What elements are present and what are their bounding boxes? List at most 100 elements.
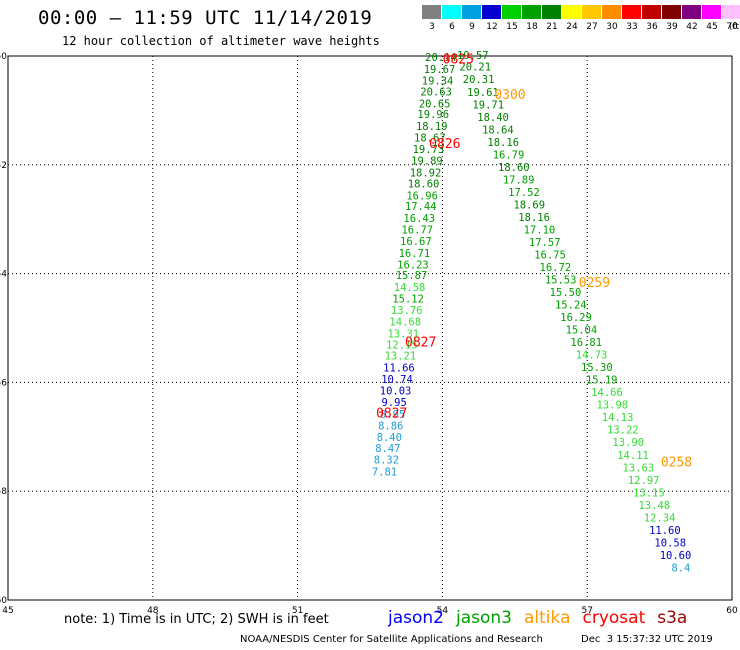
- swh-value: 18.92: [410, 167, 442, 179]
- swh-value: 14.68: [389, 316, 421, 328]
- pass-time-label: 0259: [579, 276, 610, 291]
- swh-value: 15.04: [566, 325, 598, 337]
- legend-jason3: jason3: [456, 608, 512, 628]
- scale-swatch: [562, 5, 582, 19]
- color-scale-labels: 3 6 9 12 15 18 21 24 27 30 33 36 39 42 45 70: [422, 22, 740, 32]
- scale-swatch: [582, 5, 602, 19]
- swh-value: 16.29: [560, 312, 592, 324]
- swh-value: 13.21: [385, 351, 417, 363]
- swh-value: 12.34: [644, 512, 676, 524]
- chart-subtitle: 12 hour collection of altimeter wave hei…: [62, 34, 380, 48]
- scale-label: 12: [486, 22, 498, 32]
- swh-value: 8.86: [378, 420, 403, 432]
- scale-label: 24: [566, 22, 578, 32]
- swh-value: 18.40: [477, 112, 509, 124]
- swh-value: 18.60: [498, 162, 530, 174]
- scale-swatch: [682, 5, 702, 19]
- scale-swatch: [442, 5, 462, 19]
- swh-value: 20.21: [459, 61, 491, 73]
- swh-value: 16.23: [397, 259, 429, 271]
- swh-value: 8.47: [375, 443, 400, 455]
- swh-value: 15.53: [545, 275, 577, 287]
- scale-swatch: [702, 5, 722, 19]
- swh-value: 19.57: [457, 50, 489, 62]
- y-tick-label: -56: [0, 378, 7, 388]
- swh-value: 10.58: [654, 537, 686, 549]
- x-tick-label: 54: [437, 606, 449, 616]
- swh-value: 10.74: [381, 374, 413, 386]
- swh-value: 15.87: [396, 270, 428, 282]
- scale-label: 21: [546, 22, 558, 32]
- scale-label: 18: [526, 22, 538, 32]
- swh-value: 7.81: [372, 467, 397, 479]
- swh-value: 19.34: [422, 75, 454, 87]
- swh-value: 13.98: [596, 400, 628, 412]
- swh-value: 18.19: [416, 121, 448, 133]
- swh-value: 14.73: [576, 350, 608, 362]
- scale-label: 36: [646, 22, 658, 32]
- scale-swatch: [542, 5, 562, 19]
- swh-value: 15.24: [555, 300, 587, 312]
- swh-value: 12.97: [628, 475, 660, 487]
- swh-value: 14.66: [591, 387, 623, 399]
- y-tick-label: -60: [0, 596, 7, 606]
- swh-value: 12.15: [386, 339, 418, 351]
- swh-value: 17.10: [524, 225, 556, 237]
- swh-value: 16.81: [570, 337, 602, 349]
- footer-note: note: 1) Time is in UTC; 2) SWH is in fe…: [64, 612, 329, 627]
- swh-value: 20.63: [420, 86, 452, 98]
- x-tick-label: 48: [147, 606, 159, 616]
- scale-swatch: [722, 5, 740, 19]
- scale-label: 42: [686, 22, 698, 32]
- chart-title: 00:00 – 11:59 UTC 11/14/2019: [38, 7, 373, 29]
- swh-value: 10.03: [380, 386, 412, 398]
- swh-value: 15.50: [550, 287, 582, 299]
- scale-swatch: [422, 5, 442, 19]
- legend-s3a: s3a: [657, 608, 688, 628]
- scale-label: 45: [706, 22, 718, 32]
- scale-label: 33: [626, 22, 638, 32]
- legend-cryosat: cryosat: [582, 608, 646, 628]
- scale-label: 3: [429, 22, 435, 32]
- swh-value: 20.31: [463, 74, 495, 86]
- swh-value: 8.4: [671, 562, 690, 574]
- scale-swatch: [602, 5, 622, 19]
- swh-value: 13.15: [633, 487, 665, 499]
- swh-value: 8.32: [374, 455, 399, 467]
- y-tick-label: -58: [0, 487, 7, 497]
- swh-value: 19.71: [472, 99, 504, 111]
- y-tick-label: -54: [0, 270, 7, 280]
- swh-value: 17.44: [405, 201, 437, 213]
- x-tick-label: 60: [726, 606, 738, 616]
- color-scale-unit: (ft): [729, 22, 740, 32]
- plot-frame: [7, 55, 733, 601]
- swh-value: 14.58: [394, 282, 426, 294]
- pass-time-label: 0300: [494, 88, 525, 103]
- swh-value: 13.22: [607, 425, 639, 437]
- scale-swatch: [502, 5, 522, 19]
- swh-value: 19.61: [467, 87, 499, 99]
- swh-value: 8.95: [380, 409, 405, 421]
- swh-value: 19.73: [413, 144, 445, 156]
- swh-value: 13.76: [391, 305, 423, 317]
- pass-time-label: 0827: [405, 336, 436, 351]
- swh-value: 18.16: [518, 212, 550, 224]
- swh-value: 17.57: [529, 237, 561, 249]
- swh-value: 16.75: [534, 250, 566, 262]
- swh-value: 16.79: [493, 149, 525, 161]
- scale-label: 70: [726, 22, 738, 32]
- swh-value: 8.40: [377, 432, 402, 444]
- swh-value: 13.63: [623, 462, 655, 474]
- swh-value: 19.67: [424, 64, 456, 76]
- scale-label: 30: [606, 22, 618, 32]
- scale-swatch: [482, 5, 502, 19]
- scale-label: 6: [449, 22, 455, 32]
- swh-value: 18.16: [487, 137, 519, 149]
- pass-time-label: 0826: [429, 137, 460, 152]
- scale-label: 9: [469, 22, 475, 32]
- swh-value: 16.77: [401, 225, 433, 237]
- pass-time-label: 0258: [661, 455, 692, 470]
- scale-swatch: [522, 5, 542, 19]
- swh-value: 16.43: [403, 213, 435, 225]
- swh-value: 18.69: [513, 200, 545, 212]
